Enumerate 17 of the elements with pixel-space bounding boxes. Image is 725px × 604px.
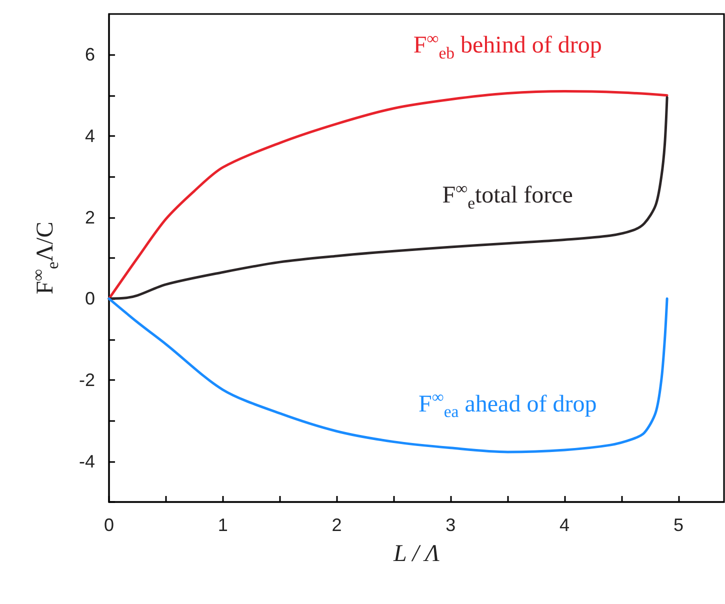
y-tick-label: 0 [84, 288, 95, 309]
line-series [108, 297, 668, 454]
series-label: F∞eb behind of drop [413, 28, 602, 62]
series-label: F∞ea ahead of drop [418, 388, 597, 421]
x-tick-label: 1 [218, 515, 228, 535]
y-tick-label: -2 [78, 370, 95, 390]
y-tick-label: 6 [84, 44, 95, 65]
x-tick-label: 3 [446, 515, 456, 535]
y-tick-label: 2 [84, 207, 95, 228]
y-tick-label: 4 [84, 126, 95, 146]
x-tick-label: 0 [104, 515, 114, 535]
x-axis-title: L / Λ [392, 541, 440, 567]
x-tick-label: 2 [332, 515, 342, 535]
y-tick-label: -4 [78, 451, 95, 472]
x-tick-label: 5 [673, 515, 684, 535]
y-axis-title: F∞eΛ/C [28, 222, 62, 294]
x-tick-label: 4 [560, 515, 570, 535]
